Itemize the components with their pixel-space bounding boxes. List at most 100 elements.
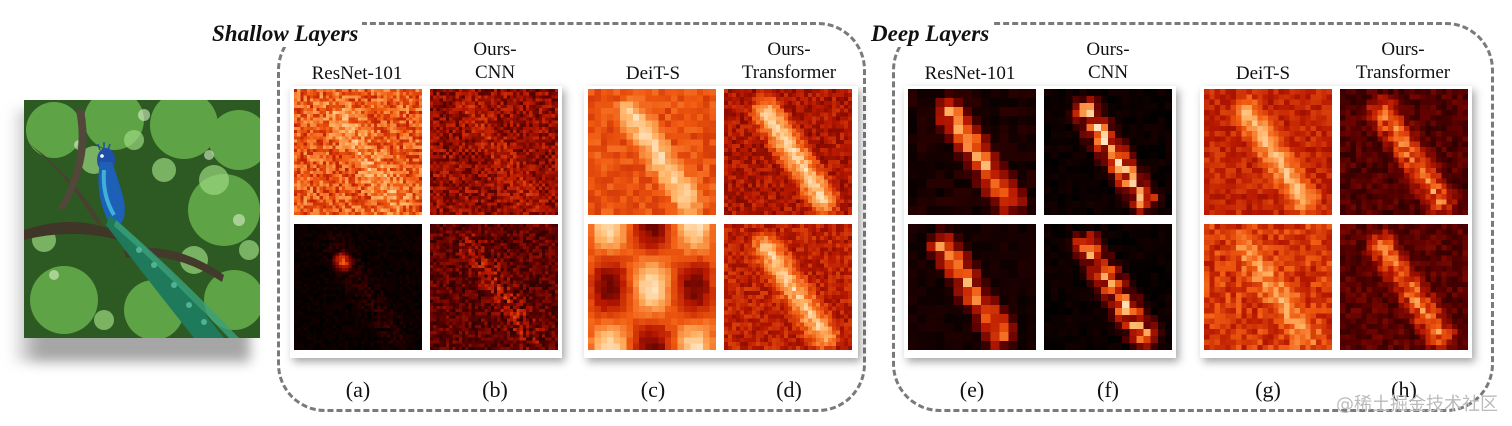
heatmap-cell [390, 208, 394, 212]
heatmap-cell [329, 264, 333, 269]
heatmap-cell [383, 280, 387, 284]
heatmap-cell [338, 174, 343, 178]
heatmap-cell [497, 227, 501, 231]
heatmap-cell [338, 258, 343, 262]
heatmap-cell [354, 309, 359, 313]
heatmap-cell [354, 126, 359, 131]
heatmap-cell [316, 293, 320, 297]
heatmap-cell [458, 236, 463, 240]
heatmap-cell [329, 152, 333, 156]
heatmap-cell [354, 92, 359, 96]
heatmap-cell [348, 249, 352, 253]
heatmap-cell [487, 227, 491, 231]
heatmap-cell [306, 340, 311, 344]
heatmap-cell [338, 346, 343, 350]
heatmap-cell [319, 158, 323, 162]
heatmap-cell [294, 343, 298, 347]
heatmap-cell [367, 312, 371, 316]
heatmap-cell [442, 158, 447, 162]
heatmap-cell [402, 343, 407, 347]
heatmap-cell [399, 274, 403, 278]
heatmap-cell [538, 167, 543, 171]
heatmap-cell [519, 192, 523, 197]
heatmap-cell [386, 114, 391, 118]
heatmap-cell [538, 164, 543, 168]
heatmap-cell [399, 315, 403, 319]
heatmap-cell [535, 180, 539, 184]
heatmap-cell [377, 170, 381, 175]
heatmap-cell [436, 205, 440, 209]
heatmap-cell [383, 205, 387, 209]
heatmap-cell [455, 189, 459, 194]
heatmap-cell [358, 283, 362, 288]
heatmap-cell [554, 120, 558, 124]
heatmap-cell [354, 107, 359, 112]
heatmap-cell [484, 208, 488, 212]
heatmap-cell [412, 318, 416, 322]
heatmap-cell [471, 155, 475, 159]
heatmap-cell [306, 145, 311, 149]
heatmap-cell [310, 293, 314, 297]
heatmap-cell [306, 224, 311, 228]
heatmap-cell [370, 155, 375, 159]
heatmap-cell [361, 264, 365, 269]
heatmap-cell [319, 92, 323, 96]
heatmap-cell [358, 158, 362, 162]
heatmap-cell [551, 189, 555, 194]
heatmap-cell [471, 177, 475, 181]
heatmap-cell [516, 89, 520, 93]
heatmap-cell [377, 283, 381, 288]
heatmap-cell [370, 315, 375, 319]
heatmap-cell [484, 227, 488, 231]
heatmap-cell [306, 233, 311, 237]
heatmap-cell [393, 183, 397, 187]
heatmap-cell [412, 331, 416, 335]
heatmap-cell [471, 205, 475, 209]
heatmap-cell [415, 230, 419, 234]
heatmap-cell [316, 242, 320, 247]
heatmap-cell [297, 155, 301, 159]
heatmap-cell [535, 145, 539, 149]
heatmap-cell [322, 186, 327, 190]
heatmap-cell [418, 199, 422, 203]
heatmap-cell [554, 117, 558, 121]
heatmap-cell [377, 123, 381, 127]
heatmap-cell [402, 117, 407, 121]
heatmap-cell [529, 208, 533, 212]
heatmap-cell [465, 227, 469, 231]
heatmap-cell [294, 196, 298, 200]
heatmap-cell [294, 164, 298, 168]
heatmap-cell [430, 145, 434, 149]
heatmap-cell [548, 104, 552, 108]
heatmap-cell [306, 271, 311, 275]
heatmap-cell [436, 104, 440, 108]
heatmap-cell [474, 230, 479, 234]
heatmap-cell [348, 205, 352, 209]
heatmap-cell [332, 126, 336, 131]
heatmap-cell [503, 142, 507, 146]
heatmap-cell [484, 107, 488, 112]
heatmap-cell [415, 202, 419, 206]
heatmap-cell [510, 205, 514, 209]
heatmap-cell [503, 104, 507, 108]
heatmap-cell [361, 205, 365, 209]
heatmap-cell [300, 299, 304, 303]
heatmap-cell [430, 123, 434, 127]
heatmap-cell [439, 155, 443, 159]
heatmap-cell [494, 133, 498, 137]
heatmap-cell [319, 261, 323, 266]
heatmap-cell [332, 123, 336, 127]
heatmap-cell [338, 318, 343, 322]
heatmap-cell [322, 164, 327, 168]
heatmap-cell [522, 142, 527, 146]
heatmap-cell [526, 158, 530, 162]
heatmap-cell [396, 133, 400, 137]
heatmap-cell [377, 167, 381, 171]
heatmap-cell [367, 261, 371, 266]
heatmap-cell [433, 170, 437, 175]
heatmap-cell [439, 123, 443, 127]
heatmap-cell [409, 205, 413, 209]
heatmap-cell [506, 174, 511, 178]
heatmap-cell [455, 114, 459, 118]
heatmap-cell [374, 161, 378, 165]
